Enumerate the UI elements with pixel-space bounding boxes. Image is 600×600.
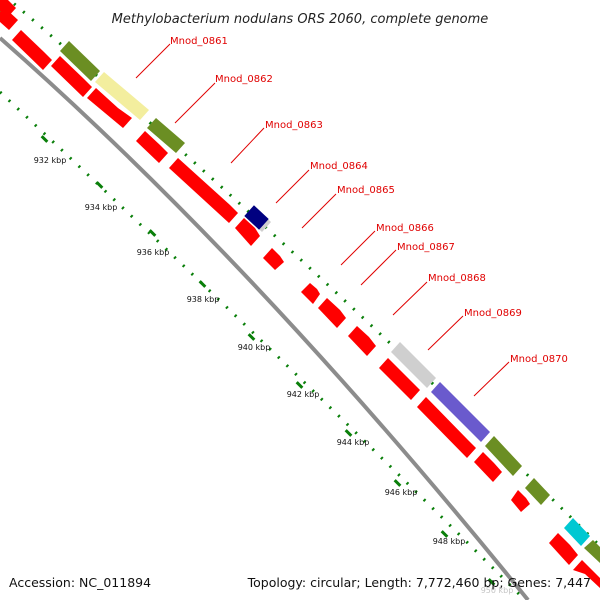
backbone-line (0, 36, 530, 600)
tick-label: 946 kbp (385, 488, 418, 497)
tick-label: 932 kbp (34, 156, 67, 165)
olive-feature (60, 41, 100, 81)
tick-mark (40, 135, 49, 143)
cyan-feature (564, 518, 590, 546)
tick-label: 942 kbp (287, 390, 320, 399)
tick-label: 934 kbp (85, 203, 118, 212)
tick-label: 948 kbp (433, 537, 466, 546)
cds-arrow (573, 560, 600, 588)
cds-arrow (0, 8, 18, 30)
tick-mark (148, 229, 157, 237)
gene-label: Mnod_0861 (170, 36, 228, 47)
gene-label-leader (473, 361, 510, 397)
olive-feature (584, 540, 600, 563)
map-title: Methylobacterium nodulans ORS 2060, comp… (112, 12, 489, 27)
tick-label: 950 kbp (481, 586, 514, 595)
inner-dotted-rule (0, 90, 527, 600)
gene-label-leader (174, 82, 216, 124)
gene-label: Mnod_0868 (428, 273, 486, 284)
cds-arrow (318, 298, 346, 328)
cds-arrow (51, 56, 92, 97)
footer: Accession: NC_011894 Topology: circular;… (9, 575, 591, 590)
cds-arrow (511, 490, 530, 512)
cds-arrow (12, 30, 52, 70)
olive-feature (147, 118, 185, 153)
gene-label-leader (427, 315, 464, 351)
cds-arrow (87, 88, 132, 128)
tick-mark (295, 381, 304, 389)
backbone (0, 36, 530, 600)
gene-label: Mnod_0863 (265, 120, 323, 131)
olive-feature (525, 478, 550, 505)
gene-label-leader (392, 281, 428, 316)
navy-feature (244, 205, 269, 230)
gene-label: Mnod_0862 (215, 74, 273, 85)
gene-label-leader (135, 43, 171, 79)
gene-label: Mnod_0866 (376, 223, 434, 234)
tick-labels: 932 kbp 934 kbp 936 kbp 938 kbp 940 kbp … (34, 156, 514, 595)
gene-label-leader (275, 169, 310, 204)
tick-label: 938 kbp (187, 295, 220, 304)
cds-arrow (417, 397, 476, 458)
gene-label: Mnod_0869 (464, 308, 522, 319)
cds-arrow (474, 452, 502, 482)
tick-label: 936 kbp (137, 248, 170, 257)
gene-label: Mnod_0865 (337, 185, 395, 196)
light-gray-feature (391, 342, 436, 388)
cds-arrow (136, 131, 168, 163)
pale-yellow-feature (95, 72, 149, 120)
tick-mark (247, 333, 256, 341)
cds-arrow (379, 358, 420, 400)
tick-mark (95, 181, 104, 189)
tick-mark (440, 530, 449, 538)
tick-mark (344, 429, 353, 437)
tick-label: 944 kbp (337, 438, 370, 447)
accession-text: Accession: NC_011894 (9, 575, 151, 590)
gene-label-leader (340, 230, 376, 266)
olive-feature (485, 436, 522, 476)
gene-label-leader (230, 127, 265, 164)
gene-label: Mnod_0864 (310, 161, 368, 172)
gene-label: Mnod_0867 (397, 242, 455, 253)
tick-marks (40, 135, 496, 586)
tick-mark (393, 479, 402, 487)
cds-arrow (301, 283, 320, 304)
gene-label-leader (360, 249, 397, 286)
cds-arrow (549, 533, 578, 565)
gene-label: Mnod_0870 (510, 354, 568, 365)
gene-label-leader (301, 193, 337, 229)
cds-arrow (348, 326, 376, 356)
cds-arrow (169, 158, 238, 223)
gene-labels: Mnod_0861 Mnod_0862 Mnod_0863 Mnod_0864 … (135, 36, 568, 397)
cds-arrow (235, 218, 260, 246)
tick-mark (487, 578, 496, 586)
genome-stats-text: Topology: circular; Length: 7,772,460 bp… (247, 575, 591, 590)
slate-blue-feature (431, 382, 490, 442)
tick-mark (198, 280, 207, 288)
tick-label: 940 kbp (238, 343, 271, 352)
cds-arrow (263, 248, 284, 270)
